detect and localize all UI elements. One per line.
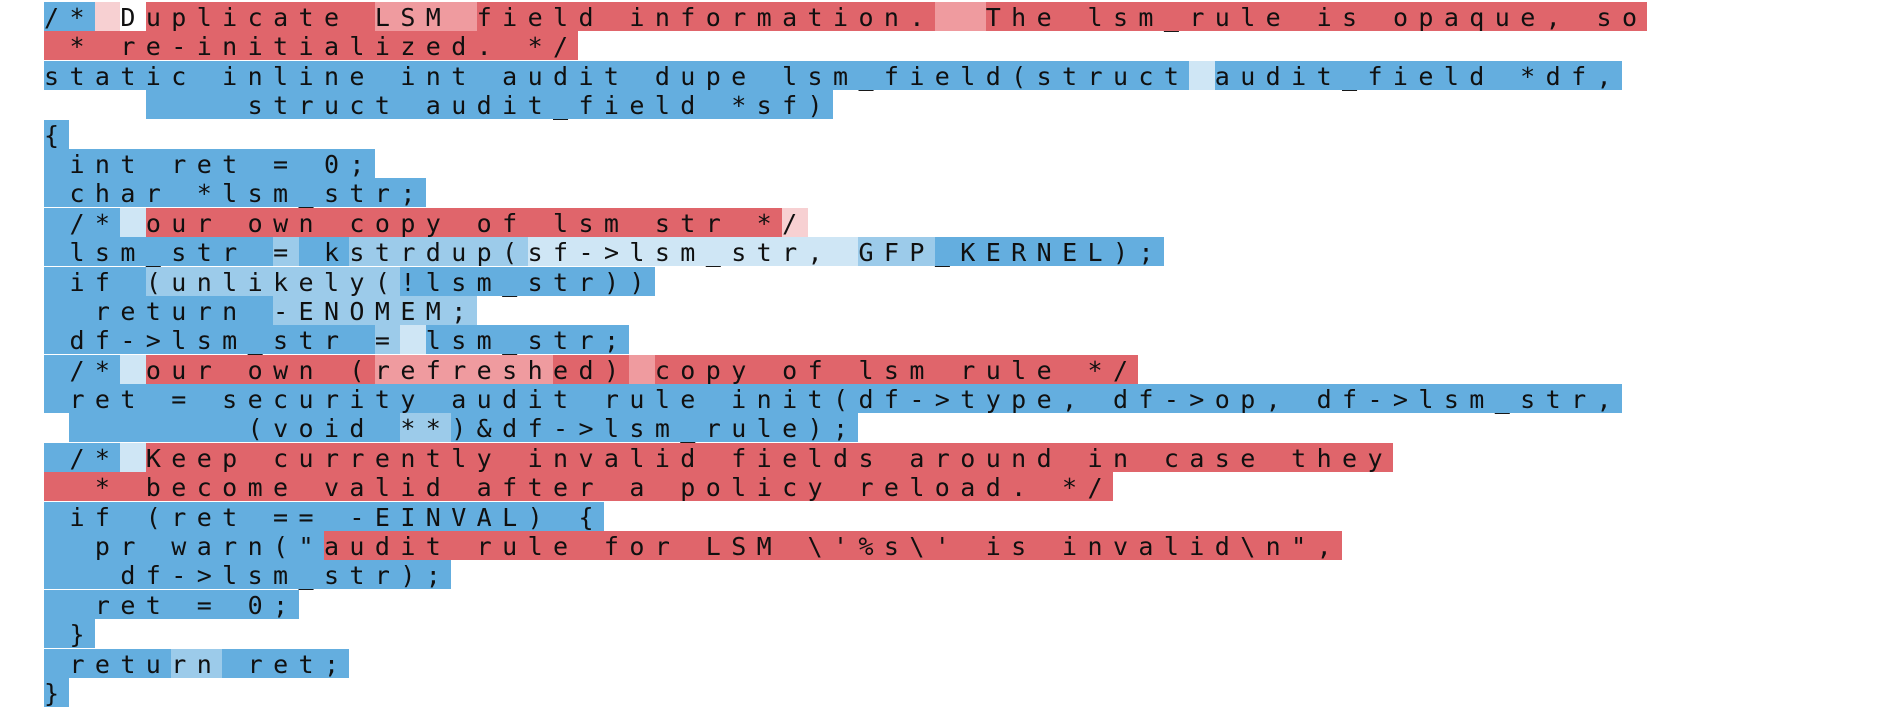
code-line: ret = 0; [44, 589, 1647, 620]
code-token [1189, 60, 1215, 90]
code-token: sf->lsm_str, [527, 237, 859, 268]
code-line: pr_warn("audit rule for LSM \'%s\' is in… [44, 531, 1647, 562]
code-line: (void **)&df->lsm_rule); [44, 413, 1647, 444]
code-token: return [44, 295, 274, 326]
code-token: if [44, 266, 146, 297]
code-token [934, 2, 986, 31]
code-token: pr_warn(" [44, 531, 324, 562]
code-token: char *lsm_str; [44, 178, 426, 209]
code-line: int ret = 0; [44, 148, 1647, 179]
code-token: ret = 0; [44, 589, 299, 620]
code-token [120, 207, 146, 237]
code-token: / [782, 207, 808, 238]
code-token: ret; [222, 648, 350, 679]
code-token: /* [44, 442, 121, 473]
code-token: = [374, 325, 401, 356]
code-token: { [44, 119, 70, 150]
code-token [400, 325, 426, 355]
code-token [44, 413, 70, 443]
code-token: } [44, 619, 95, 650]
code-token: df->lsm_str); [44, 560, 452, 591]
code-token: /* [44, 207, 121, 238]
code-line: df->lsm_str); [44, 560, 1647, 591]
code-token: GFP [858, 237, 935, 268]
code-token [94, 2, 121, 31]
code-token [629, 354, 655, 384]
code-token: audit rule for LSM \'%s\' is invalid\n", [323, 531, 1343, 562]
code-token: The lsm_rule is opaque, so [985, 2, 1648, 32]
code-token: * become valid after a policy reload. */ [44, 472, 1113, 503]
code-token: strdup( [349, 237, 528, 268]
code-token: audit_field *df, [1214, 60, 1622, 91]
code-token [44, 90, 146, 120]
code-token: static inline int audit_dupe_lsm_field(s… [44, 60, 1190, 91]
code-token: if (ret == -EINVAL) { [44, 501, 604, 532]
code-token: * re-initialized. */ [44, 31, 579, 62]
code-line: * become valid after a policy reload. */ [44, 472, 1647, 503]
code-token: k [298, 237, 350, 268]
code-token: int ret = 0; [44, 148, 375, 179]
code-token: } [44, 677, 70, 708]
code-token: uplicate [145, 2, 375, 32]
code-line: /* our own copy of lsm_str */ [44, 207, 1647, 238]
code-line: return -ENOMEM; [44, 295, 1647, 326]
code-token: -ENOMEM; [273, 295, 477, 326]
code-token: = [273, 237, 299, 268]
code-line: char *lsm_str; [44, 178, 1647, 209]
code-line: { [44, 119, 1647, 150]
code-token: lsm_str [44, 237, 274, 268]
code-line: /* our own (refreshed) copy of lsm_rule … [44, 354, 1647, 385]
code-token: ** [400, 413, 452, 444]
code-line: struct audit_field *sf) [44, 90, 1647, 121]
code-token: (unlikely( [145, 266, 401, 297]
code-token: copy of lsm_rule */ [654, 354, 1139, 385]
code-token: retu [44, 648, 172, 679]
code-token: our own copy of lsm_str * [145, 207, 783, 238]
code-token: Keep currently invalid fields around in … [145, 442, 1393, 473]
code-line: ret = security_audit_rule_init(df->type,… [44, 384, 1647, 415]
code-line: static inline int audit_dupe_lsm_field(s… [44, 60, 1647, 91]
code-line: if (unlikely(!lsm_str)) [44, 266, 1647, 297]
code-token: ed) [553, 354, 630, 385]
code-line: lsm_str = kstrdup(sf->lsm_str, GFP_KERNE… [44, 237, 1647, 268]
code-token: LSM [374, 2, 477, 32]
code-token: !lsm_str)) [400, 266, 655, 297]
code-token: )&df->lsm_rule); [451, 413, 859, 444]
code-token: /* [44, 2, 95, 32]
code-line: return ret; [44, 648, 1647, 679]
code-line: if (ret == -EINVAL) { [44, 501, 1647, 532]
code-token: struct audit_field *sf) [145, 90, 833, 121]
code-token: (void [69, 413, 401, 444]
code-token: field information. [476, 2, 935, 32]
code-token: D [120, 2, 146, 32]
code-token: rn [171, 648, 223, 679]
code-token: _KERNEL); [934, 237, 1164, 268]
code-token: lsm_str; [425, 325, 630, 356]
code-token: ret = security_audit_rule_init(df->type,… [44, 384, 1622, 415]
code-token: refresh [374, 354, 554, 385]
code-token [120, 354, 146, 384]
code-line: df->lsm_str = lsm_str; [44, 325, 1647, 356]
code-token: /* [44, 354, 121, 385]
code-line: /* Keep currently invalid fields around … [44, 442, 1647, 473]
code-block: /* Duplicate LSM field information. The … [44, 2, 1648, 708]
code-token [120, 442, 146, 472]
code-line: * re-initialized. */ [44, 31, 1647, 62]
code-token: df->lsm_str [44, 325, 375, 356]
code-line: } [44, 677, 1647, 708]
code-line: /* Duplicate LSM field information. The … [44, 2, 1648, 32]
code-token: our own ( [145, 354, 375, 385]
code-line: } [44, 619, 1647, 650]
